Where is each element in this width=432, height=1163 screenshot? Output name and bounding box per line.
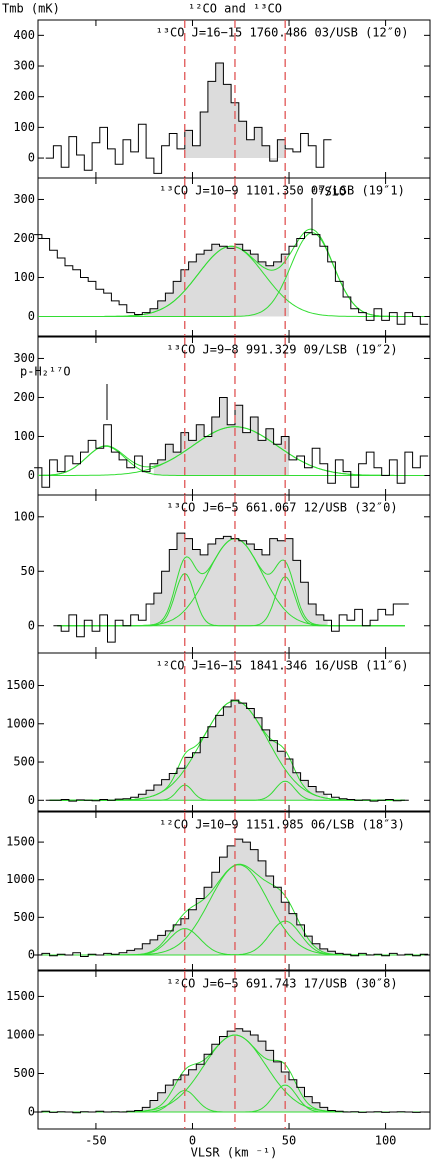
shaded-area	[153, 397, 290, 476]
panel-label: ¹³CO J=6−5 661.067 12/USB (32″0)	[166, 501, 397, 515]
shaded-area	[150, 533, 328, 626]
chart-title: ¹²CO and ¹³CO	[188, 2, 282, 16]
panel-label: ¹³CO J=10−9 1101.350 07/LSB (19″1)	[159, 184, 405, 198]
spectrum	[45, 62, 332, 174]
y-tick-label: 100	[13, 429, 35, 443]
y-tick-label: 1500	[6, 835, 35, 849]
x-tick-label: -50	[85, 1134, 107, 1148]
spectrum	[45, 699, 409, 802]
y-tick-label: 300	[13, 351, 35, 365]
panel-label: ¹²CO J=6−5 691.743 17/USB (30″8)	[166, 977, 397, 991]
shaded-area	[144, 244, 290, 317]
y-tick-label: 0	[28, 468, 35, 482]
panel-frame	[37, 970, 431, 1130]
y-tick-label: 300	[13, 59, 35, 73]
y-tick-label: 100	[13, 120, 35, 134]
y-tick-label: 0	[28, 1105, 35, 1119]
panel-label: ¹³CO J=16−15 1760.486 03/USB (12″0)	[156, 26, 409, 40]
annotation: p-H₂¹⁷O	[20, 365, 71, 379]
y-tick-label: 500	[13, 755, 35, 769]
panel-frame	[37, 652, 431, 812]
y-tick-label: 0	[28, 793, 35, 807]
fit-total	[38, 426, 425, 476]
y-tick-label: 1000	[6, 872, 35, 886]
y-tick-label: 0	[28, 947, 35, 961]
y-tick-label: 1500	[6, 989, 35, 1003]
spectrum	[34, 838, 429, 957]
x-tick-label: 50	[282, 1134, 296, 1148]
y-tick-label: 400	[13, 28, 35, 42]
panel-label: ¹³CO J=9−8 991.329 09/LSB (19″2)	[166, 343, 397, 357]
shaded-area	[126, 839, 336, 955]
annotation: ²⁹SiO	[310, 185, 346, 199]
y-tick-label: 1000	[6, 1027, 35, 1041]
y-tick-label: 0	[28, 618, 35, 632]
y-tick-label: 50	[21, 564, 35, 578]
y-tick-label: 200	[13, 231, 35, 245]
panel-frame	[37, 811, 431, 971]
y-tick-label: 0	[28, 309, 35, 323]
y-tick-label: 500	[13, 910, 35, 924]
spectrum	[53, 532, 409, 643]
y-tick-label: 200	[13, 89, 35, 103]
y-tick-label: 500	[13, 1066, 35, 1080]
fit-total	[38, 228, 425, 317]
y-tick-label: 200	[13, 390, 35, 404]
y-tick-label: 100	[13, 270, 35, 284]
spectrum	[34, 397, 429, 488]
panel-label: ¹²CO J=10−9 1151.985 06/LSB (18″3)	[159, 818, 405, 832]
spectrum	[34, 1028, 429, 1114]
y-tick-label: 0	[28, 151, 35, 165]
y-axis-label: Tmb (mK)	[2, 2, 60, 16]
shaded-area	[134, 700, 328, 801]
x-axis-label: VLSR (km ⁻¹)	[191, 1146, 278, 1160]
panel-frame	[37, 177, 431, 337]
x-tick-label: 0	[189, 1134, 196, 1148]
y-tick-label: 1500	[6, 678, 35, 692]
spectrum	[34, 232, 429, 325]
y-tick-label: 100	[13, 509, 35, 523]
x-tick-label: 100	[375, 1134, 397, 1148]
y-tick-label: 1000	[6, 716, 35, 730]
panel-label: ¹²CO J=16−15 1841.346 16/USB (11″6)	[156, 659, 409, 673]
y-tick-label: 300	[13, 192, 35, 206]
